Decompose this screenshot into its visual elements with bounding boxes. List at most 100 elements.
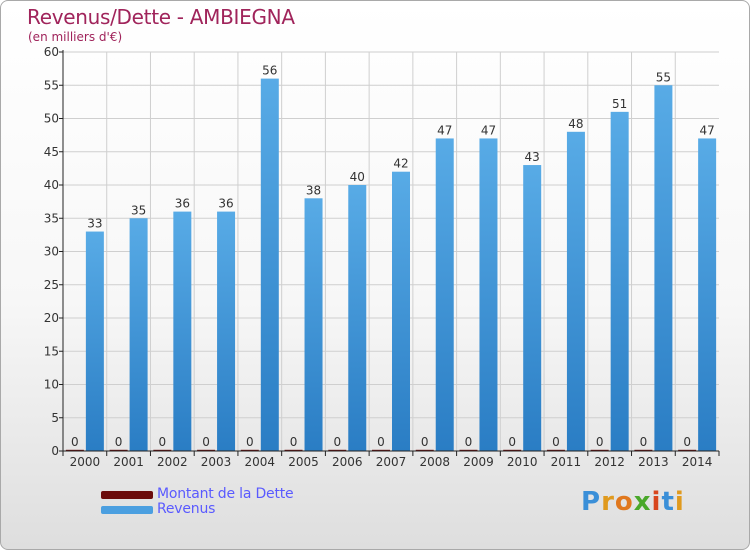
data-label-revenus: 47 [699, 123, 714, 137]
logo-letter: P [581, 487, 602, 517]
y-tick-label: 45 [44, 145, 59, 159]
x-tick-label: 2012 [594, 455, 625, 469]
logo-letter: i [674, 487, 685, 517]
legend-swatch-dette [101, 491, 153, 499]
logo-letter: x [633, 487, 652, 517]
bar-revenus [304, 198, 323, 451]
data-label-dette: 0 [115, 435, 123, 449]
x-tick-label: 2003 [201, 455, 232, 469]
bar-revenus [348, 185, 367, 451]
x-tick-label: 2005 [288, 455, 319, 469]
legend-label-revenus: Revenus [157, 501, 216, 517]
bar-dette [678, 449, 697, 451]
bar-revenus [85, 231, 104, 451]
x-tick-label: 2000 [70, 455, 101, 469]
x-tick-label: 2002 [157, 455, 188, 469]
bar-revenus [610, 111, 629, 451]
data-label-revenus: 48 [568, 117, 583, 131]
bars [65, 78, 717, 452]
data-label-dette: 0 [421, 435, 429, 449]
proxiti-logo: Proxiti [581, 487, 685, 517]
data-label-revenus: 51 [612, 97, 627, 111]
bar-revenus [392, 171, 410, 451]
data-label-revenus: 36 [218, 197, 233, 211]
bar-dette [503, 449, 522, 451]
x-tick-label: 2010 [507, 455, 538, 469]
x-tick-label: 2011 [551, 455, 582, 469]
data-label-dette: 0 [552, 435, 560, 449]
data-label-revenus: 56 [262, 64, 277, 78]
bar-revenus [566, 131, 585, 452]
bar-revenus [654, 85, 673, 451]
data-label-revenus: 43 [525, 150, 540, 164]
logo-letter: t [661, 487, 675, 517]
bar-revenus [698, 138, 717, 451]
data-label-dette: 0 [246, 435, 254, 449]
data-labels: 0 33 0 35 0 36 0 36 0 56 0 38 0 40 0 42 0 47 0 47 0 43 0 48 0 51 0… [71, 64, 715, 449]
grid-lines [63, 51, 719, 451]
data-label-dette: 0 [508, 435, 516, 449]
bar-dette [153, 449, 172, 451]
y-tick-label: 0 [51, 444, 59, 458]
y-tick-label: 55 [44, 78, 59, 92]
data-label-dette: 0 [202, 435, 210, 449]
logo-letter: r [601, 487, 615, 517]
bar-dette [109, 449, 128, 451]
y-tick-label: 15 [44, 344, 59, 358]
legend-swatch-revenus [101, 506, 153, 514]
x-tick-label: 2004 [245, 455, 276, 469]
x-tick-label: 2001 [113, 455, 144, 469]
data-label-revenus: 40 [350, 170, 365, 184]
bar-revenus [173, 211, 192, 451]
data-label-dette: 0 [683, 435, 691, 449]
bar-revenus [479, 138, 498, 451]
y-tick-label: 40 [44, 178, 59, 192]
logo-letter: o [614, 487, 634, 517]
data-label-revenus: 35 [131, 203, 146, 217]
y-tick-label: 60 [44, 45, 59, 59]
data-label-dette: 0 [596, 435, 604, 449]
data-label-dette: 0 [290, 435, 298, 449]
data-label-dette: 0 [465, 435, 473, 449]
data-label-revenus: 47 [481, 123, 496, 137]
data-label-revenus: 55 [656, 70, 671, 84]
data-label-dette: 0 [640, 435, 648, 449]
y-tick-label: 35 [44, 211, 59, 225]
bar-dette [197, 449, 216, 451]
bar-revenus [435, 138, 454, 451]
legend-label-dette: Montant de la Dette [157, 486, 294, 502]
x-tick-label: 2006 [332, 455, 363, 469]
bar-dette [284, 449, 303, 451]
bar-revenus [217, 211, 236, 451]
y-tick-label: 25 [44, 278, 59, 292]
bar-dette [590, 449, 609, 451]
x-tick-label: 2013 [638, 455, 669, 469]
y-tick-label: 30 [44, 245, 59, 259]
data-label-dette: 0 [159, 435, 167, 449]
bar-dette [328, 449, 347, 451]
data-label-revenus: 36 [175, 197, 190, 211]
data-label-revenus: 33 [87, 217, 102, 231]
logo-letter: i [651, 487, 662, 517]
bar-dette [65, 449, 84, 451]
bar-dette [415, 449, 434, 451]
chart-title: Revenus/Dette - AMBIEGNA [27, 5, 295, 29]
x-tick-label: 2007 [376, 455, 407, 469]
bar-dette [546, 449, 565, 451]
bar-revenus [260, 78, 279, 451]
bar-dette [240, 449, 259, 451]
bar-revenus [523, 165, 542, 452]
y-tick-label: 20 [44, 311, 59, 325]
data-label-dette: 0 [333, 435, 341, 449]
y-tick-label: 10 [44, 378, 59, 392]
y-tick-label: 5 [51, 411, 59, 425]
data-label-revenus: 47 [437, 123, 452, 137]
x-tick-label: 2008 [419, 455, 450, 469]
data-label-dette: 0 [71, 435, 79, 449]
x-tick-label: 2014 [682, 455, 713, 469]
bar-dette [459, 449, 478, 451]
data-label-revenus: 38 [306, 183, 321, 197]
